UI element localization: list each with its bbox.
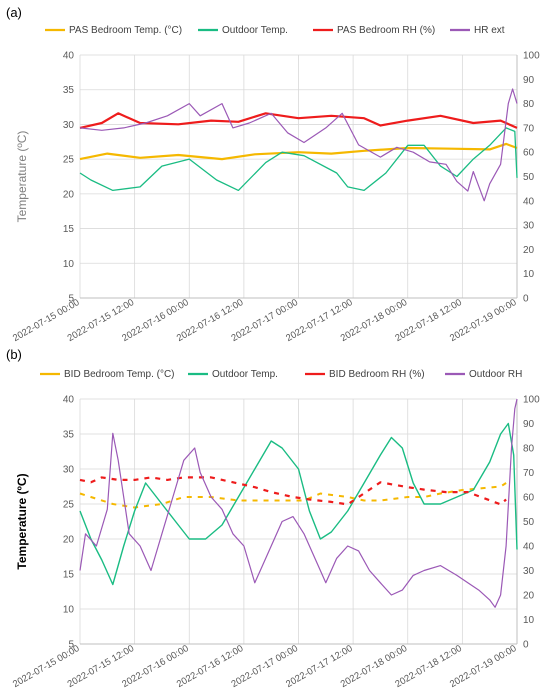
series-line-4 — [79, 398, 518, 608]
chart-b: 5101520253035400102030405060708090100202… — [11, 369, 540, 690]
y-tick-label: 5 — [68, 294, 74, 305]
legend-entry: HR ext — [474, 25, 505, 36]
legend-entry: Outdoor Temp. — [212, 369, 278, 380]
y-tick-label: 25 — [63, 155, 75, 166]
y2-tick-label: 40 — [523, 542, 535, 553]
y2-tick-label: 30 — [523, 221, 535, 232]
y2-tick-label: 60 — [523, 493, 535, 504]
y2-tick-label: 90 — [523, 75, 535, 86]
y-tick-label: 30 — [63, 120, 75, 131]
chart-a: 5101520253035400102030405060708090100202… — [11, 25, 540, 344]
y-tick-label: 10 — [63, 605, 75, 616]
y2-tick-label: 70 — [523, 468, 535, 479]
series-line-4 — [79, 88, 518, 202]
y2-tick-label: 10 — [523, 269, 535, 280]
series-line-2 — [79, 422, 518, 586]
y-tick-label: 5 — [68, 640, 74, 651]
y-tick-label: 10 — [63, 259, 75, 270]
y2-tick-label: 60 — [523, 148, 535, 159]
y-axis-label: Temperature (ºC) — [15, 473, 29, 569]
y-tick-label: 35 — [63, 85, 75, 96]
y2-tick-label: 70 — [523, 123, 535, 134]
series-line-1 — [79, 142, 518, 161]
legend-entry: BID Bedroom RH (%) — [329, 369, 425, 380]
y2-tick-label: 80 — [523, 99, 535, 110]
y2-tick-label: 100 — [523, 395, 540, 406]
y-tick-label: 35 — [63, 430, 75, 441]
legend-entry: Outdoor RH — [469, 369, 522, 380]
panel-label-b: (b) — [6, 347, 22, 362]
y2-tick-label: 100 — [523, 51, 540, 62]
series-line-3 — [79, 112, 518, 129]
y-tick-label: 25 — [63, 500, 75, 511]
y-tick-label: 15 — [63, 570, 75, 581]
y2-tick-label: 50 — [523, 172, 535, 183]
y2-tick-label: 10 — [523, 615, 535, 626]
series-line-3 — [79, 476, 507, 506]
legend-entry: BID Bedroom Temp. (°C) — [64, 369, 175, 380]
legend-entry: Outdoor Temp. — [222, 25, 288, 36]
y2-tick-label: 80 — [523, 444, 535, 455]
y2-tick-label: 20 — [523, 245, 535, 256]
legend-entry: PAS Bedroom Temp. (°C) — [69, 25, 182, 36]
y2-tick-label: 40 — [523, 196, 535, 207]
y2-tick-label: 0 — [523, 640, 529, 651]
y-tick-label: 30 — [63, 465, 75, 476]
y2-tick-label: 0 — [523, 294, 529, 305]
y-axis-label: Temperature (ºC) — [15, 131, 29, 223]
series-line-2 — [79, 127, 518, 192]
y-tick-label: 40 — [63, 51, 75, 62]
y2-tick-label: 50 — [523, 517, 535, 528]
y-tick-label: 20 — [63, 189, 75, 200]
y-tick-label: 15 — [63, 224, 75, 235]
y-tick-label: 20 — [63, 535, 75, 546]
y-tick-label: 40 — [63, 395, 75, 406]
y2-tick-label: 90 — [523, 419, 535, 430]
y2-tick-label: 20 — [523, 591, 535, 602]
panel-label-a: (a) — [6, 5, 22, 20]
y2-tick-label: 30 — [523, 566, 535, 577]
legend-entry: PAS Bedroom RH (%) — [337, 25, 435, 36]
